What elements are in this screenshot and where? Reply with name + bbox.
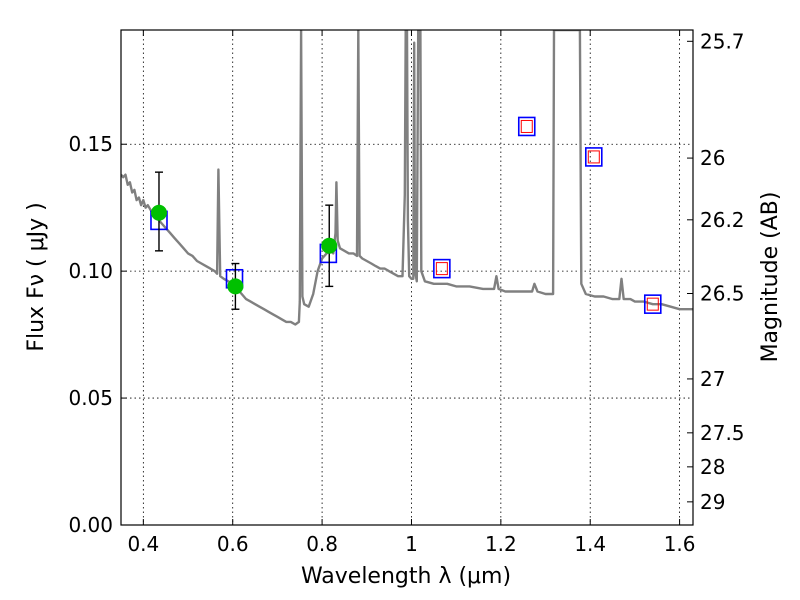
y-tick-label: 0.10 bbox=[68, 259, 113, 283]
mag-tick-label: 27 bbox=[700, 367, 725, 391]
observed-flux-point bbox=[321, 237, 338, 254]
y-axis-label: Flux Fν ( μJy ) bbox=[24, 202, 49, 351]
upper-limit-square bbox=[435, 262, 448, 276]
x-tick-label: 1.6 bbox=[664, 532, 696, 556]
plot-series bbox=[121, 30, 693, 326]
y-tick-label: 0.15 bbox=[68, 132, 113, 156]
upper-limit-square bbox=[646, 297, 659, 311]
y-tick-label: 0.00 bbox=[68, 513, 113, 537]
upper-limit-square bbox=[587, 150, 600, 164]
mag-tick-label: 26.2 bbox=[700, 208, 745, 232]
mag-tick-label: 25.7 bbox=[700, 29, 745, 53]
axis-ticks: 0.4 0.6 0.8 1 1.2 1.4 1.6 0.00 0.05 0.10 0.15 25.7 2… bbox=[68, 29, 744, 556]
mag-tick-label: 29 bbox=[700, 490, 725, 514]
x-tick-label: 0.4 bbox=[127, 532, 159, 556]
upper-limit-square bbox=[520, 119, 533, 133]
mag-tick-label: 27.5 bbox=[700, 421, 745, 445]
x-tick-label: 0.6 bbox=[217, 532, 249, 556]
observed-flux-point bbox=[150, 204, 167, 221]
model-band-square bbox=[517, 116, 536, 137]
mag-tick-label: 26.5 bbox=[700, 281, 745, 305]
model-band-square bbox=[643, 294, 662, 314]
mag-tick-label: 28 bbox=[700, 455, 725, 479]
model-band-square bbox=[584, 147, 603, 167]
y2-axis-label: Magnitude (AB) bbox=[758, 192, 783, 363]
x-tick-label: 1.2 bbox=[485, 532, 517, 556]
x-tick-label: 0.8 bbox=[306, 532, 338, 556]
plot-frame bbox=[120, 29, 694, 526]
model-band-square bbox=[433, 258, 451, 279]
sed-model-line bbox=[121, 30, 693, 326]
mag-tick-label: 26 bbox=[700, 146, 725, 170]
y-tick-label: 0.05 bbox=[68, 386, 113, 410]
x-tick-label: 1 bbox=[405, 532, 418, 556]
x-tick-label: 1.4 bbox=[574, 532, 606, 556]
x-axis-label: Wavelength λ (μm) bbox=[301, 564, 511, 589]
observed-flux-point bbox=[227, 278, 244, 295]
